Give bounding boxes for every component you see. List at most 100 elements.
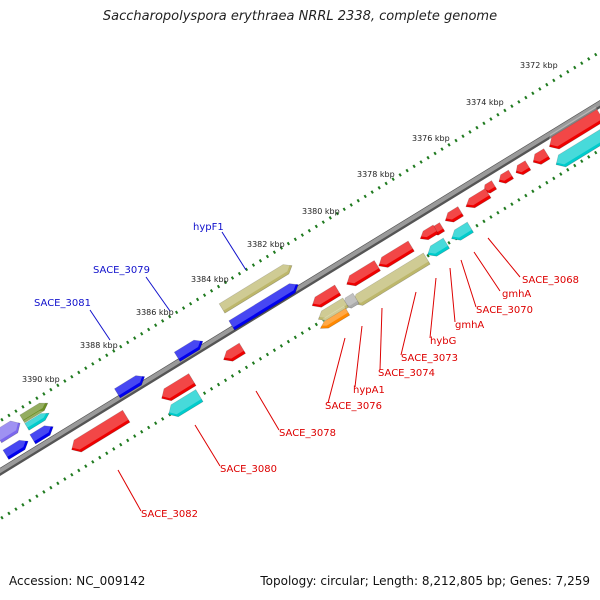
tick-mark — [70, 374, 74, 379]
gene-arrow[interactable] — [222, 340, 246, 362]
tick-mark — [223, 378, 228, 383]
gene-arrow[interactable] — [310, 282, 342, 308]
gene-arrow[interactable] — [464, 186, 492, 209]
label-leader — [194, 424, 221, 467]
gene-label-reverse[interactable]: SACE_3074 — [378, 368, 435, 379]
gene-arrow[interactable] — [443, 204, 464, 223]
tick-mark — [433, 151, 437, 156]
gene-label-forward[interactable]: SACE_3081 — [34, 298, 91, 309]
gene-label-reverse[interactable]: hybG — [430, 336, 456, 347]
tick-mark — [510, 104, 514, 108]
tick-mark — [489, 117, 493, 121]
tick-mark — [594, 150, 598, 155]
gene-label-reverse[interactable]: SACE_3082 — [141, 509, 198, 520]
gene-arrow[interactable] — [497, 167, 515, 184]
tick-mark — [140, 332, 144, 336]
tick-mark — [300, 233, 304, 237]
tick-mark — [140, 430, 144, 434]
gene-arrow[interactable] — [1, 437, 29, 460]
gene-label-reverse[interactable]: SACE_3080 — [220, 464, 277, 475]
label-leader — [460, 259, 477, 308]
tick-mark — [559, 74, 563, 78]
tick-mark — [293, 335, 297, 340]
scale-label: 3386 kbp — [136, 308, 174, 317]
tick-mark — [531, 189, 535, 194]
gene-label-reverse[interactable]: gmhA — [502, 289, 531, 300]
scale-labels: 3372 kbp 3374 kbp 3376 kbp 3378 kbp 3380… — [22, 61, 558, 384]
gene-arrow[interactable] — [167, 387, 204, 418]
tick-mark — [230, 276, 235, 280]
gene-arrow[interactable] — [316, 295, 349, 321]
label-leader — [117, 469, 142, 512]
gene-label-reverse[interactable]: SACE_3073 — [401, 353, 458, 364]
tick-mark — [349, 203, 353, 207]
tick-mark — [272, 348, 277, 353]
gene-arrow[interactable] — [112, 373, 146, 399]
label-leader — [89, 309, 111, 341]
tick-mark — [230, 374, 235, 378]
tick-mark — [119, 344, 123, 349]
gene-arrow[interactable] — [547, 106, 600, 150]
gene-arrow[interactable] — [426, 235, 450, 257]
tick-mark — [244, 267, 249, 272]
tick-mark — [84, 464, 88, 468]
tick-mark — [475, 125, 479, 130]
gene-arrow[interactable] — [227, 281, 299, 331]
gene-arrow[interactable] — [160, 371, 197, 402]
scale-label: 3384 kbp — [191, 275, 229, 284]
gene-arrow[interactable] — [351, 250, 431, 306]
tick-mark — [188, 301, 193, 306]
tick-mark — [307, 326, 311, 331]
tick-mark — [14, 409, 18, 413]
label-leader — [429, 277, 437, 339]
gene-arrow[interactable] — [18, 400, 49, 424]
scale-label: 3372 kbp — [520, 61, 558, 70]
tick-mark — [195, 297, 200, 302]
gene-label-reverse[interactable]: SACE_3078 — [279, 428, 336, 439]
gene-arrow[interactable] — [70, 407, 131, 453]
gene-arrow[interactable] — [217, 262, 293, 314]
gene-arrow[interactable] — [23, 410, 50, 431]
tick-mark — [496, 210, 500, 215]
tick-mark — [328, 216, 332, 220]
tick-mark — [209, 387, 214, 391]
gene-arrow[interactable] — [418, 222, 439, 241]
tick-mark — [216, 284, 221, 289]
gene-arrow[interactable] — [0, 418, 21, 444]
gene-arrow[interactable] — [345, 257, 381, 287]
gene-label-forward[interactable]: hypF1 — [193, 222, 224, 233]
gene-label-forward[interactable]: SACE_3079 — [93, 265, 150, 276]
gene-label-reverse[interactable]: gmhA — [455, 320, 484, 331]
tick-mark — [573, 65, 577, 70]
scale-label: 3388 kbp — [80, 341, 118, 350]
label-leader — [379, 307, 383, 371]
gene-arrow[interactable] — [514, 158, 532, 176]
gene-arrow[interactable] — [318, 305, 351, 329]
tick-mark — [244, 365, 249, 370]
tick-mark — [98, 357, 102, 362]
gene-label-reverse[interactable]: SACE_3076 — [325, 401, 382, 412]
scale-label: 3380 kbp — [302, 207, 340, 216]
gene-arrow[interactable] — [450, 219, 474, 241]
gene-arrow[interactable] — [172, 337, 204, 362]
gene-arrow[interactable] — [377, 238, 415, 268]
tick-mark — [251, 263, 256, 267]
tick-mark — [587, 155, 591, 159]
label-leader — [327, 337, 346, 404]
gene-label-reverse[interactable]: SACE_3068 — [522, 275, 579, 286]
tick-mark — [580, 61, 584, 66]
gene-arrow[interactable] — [28, 423, 54, 445]
label-leader — [354, 325, 363, 388]
gene-label-reverse[interactable]: hypA1 — [353, 385, 385, 396]
label-leader — [449, 267, 456, 323]
tick-mark — [258, 258, 263, 263]
tick-mark — [384, 181, 388, 186]
tick-mark — [538, 185, 542, 189]
tick-mark — [7, 511, 11, 516]
gene-arrow[interactable] — [531, 146, 551, 165]
scale-label: 3382 kbp — [247, 240, 285, 249]
tick-mark — [279, 344, 284, 348]
gene-arrow[interactable] — [554, 126, 600, 168]
tick-mark — [112, 349, 116, 353]
gene-label-reverse[interactable]: SACE_3070 — [476, 305, 533, 316]
